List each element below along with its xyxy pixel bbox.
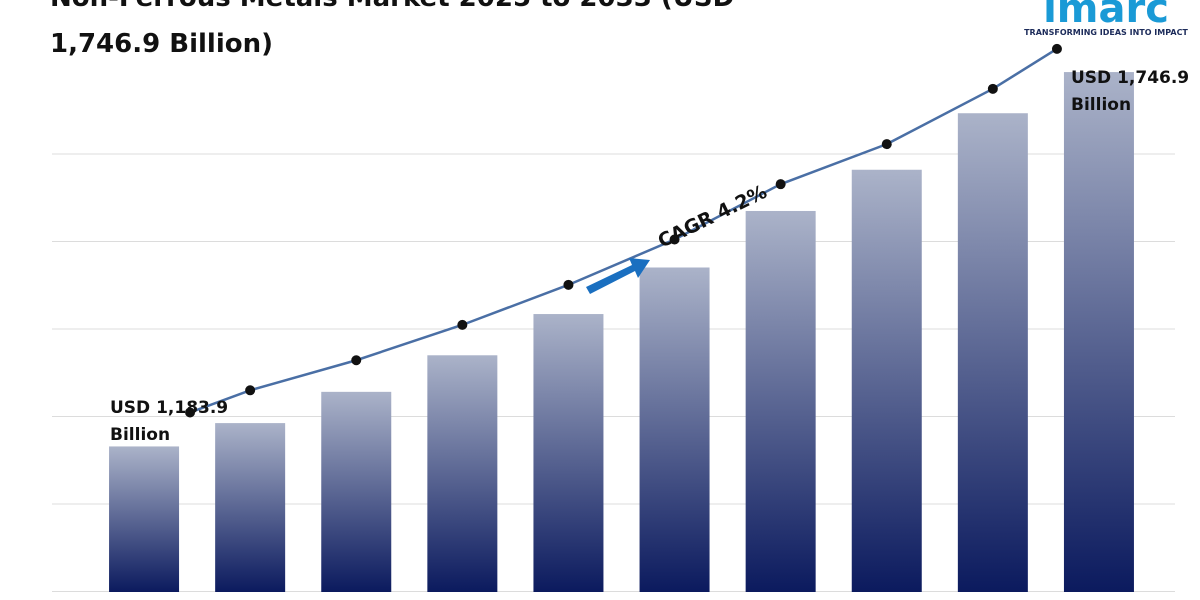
trend-dot (669, 234, 680, 245)
trend-dot (987, 83, 998, 94)
bar (957, 113, 1028, 592)
trend-dot (457, 319, 468, 330)
end-label: Billion (1071, 95, 1131, 115)
trend-dot (775, 179, 786, 190)
logo: imarc (1043, 0, 1169, 32)
bar (533, 314, 604, 592)
bar (639, 267, 710, 592)
bar (109, 446, 180, 592)
bar (321, 391, 392, 592)
bar (851, 169, 922, 592)
trend-line (189, 47, 1058, 414)
trend-dot (881, 139, 892, 150)
chart-title: Non-Ferrous Metals Market 2025 to 2033 (… (50, 0, 734, 13)
bar (215, 423, 286, 592)
trend-dot (245, 385, 256, 396)
bar (427, 355, 498, 592)
cagr-arrow (586, 258, 650, 294)
chart-title: 1,746.9 Billion) (50, 29, 273, 59)
trend-dot (563, 279, 574, 290)
start-label: Billion (110, 425, 170, 445)
end-label: USD 1,746.9 (1071, 68, 1189, 88)
bar (745, 210, 816, 592)
bar (1063, 72, 1134, 592)
trend-dot (351, 355, 362, 366)
trend-dot (185, 407, 196, 418)
logo-tagline: TRANSFORMING IDEAS INTO IMPACT (1024, 28, 1188, 37)
start-label: USD 1,183.9 (110, 398, 228, 418)
trend-dot (1051, 43, 1062, 54)
